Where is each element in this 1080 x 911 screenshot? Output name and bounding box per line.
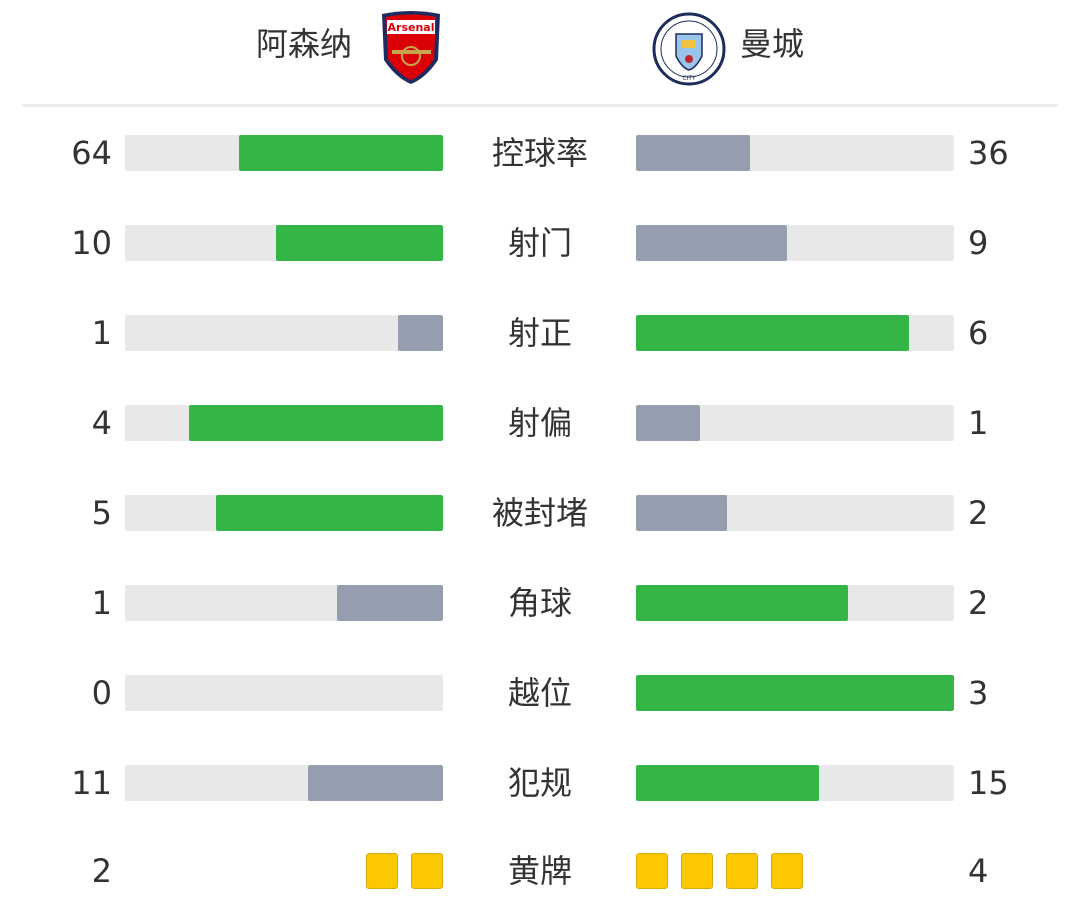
away-stat-bar-fill xyxy=(636,405,700,441)
home-stat-bar xyxy=(125,495,443,531)
away-stat-value: 1 xyxy=(968,404,989,442)
yellow-card-icon xyxy=(681,853,713,889)
away-stat-bar-fill xyxy=(636,315,909,351)
yellow-card-icon xyxy=(636,853,668,889)
home-stat-value: 4 xyxy=(91,404,112,442)
away-stat-bar-fill xyxy=(636,585,848,621)
home-stat-bar xyxy=(125,585,443,621)
away-stat-value: 3 xyxy=(968,674,989,712)
stat-label: 被封堵 xyxy=(491,494,588,532)
yellow-card-icon xyxy=(366,853,398,889)
home-stat-value: 11 xyxy=(71,764,112,802)
home-stat-bar-fill xyxy=(308,765,443,801)
home-stat-bar xyxy=(125,405,443,441)
home-stat-value: 10 xyxy=(71,224,112,262)
away-stat-bar xyxy=(636,405,954,441)
home-stat-bar xyxy=(125,765,443,801)
yellow-card-icon xyxy=(771,853,803,889)
away-stat-bar xyxy=(636,675,954,711)
stat-row: 64 控球率 36 xyxy=(0,135,1080,171)
away-stat-value: 2 xyxy=(968,494,989,532)
home-stat-value: 0 xyxy=(91,674,112,712)
stat-row: 4 射偏 1 xyxy=(0,405,1080,441)
stat-row-yellow-cards: 2 黄牌 4 xyxy=(0,853,1080,889)
stat-label: 越位 xyxy=(507,674,572,712)
home-stat-bar-fill xyxy=(239,135,443,171)
header-divider xyxy=(22,104,1058,107)
away-stat-value: 2 xyxy=(968,584,989,622)
home-stat-bar-fill xyxy=(188,405,443,441)
stat-label: 射正 xyxy=(507,314,572,352)
away-stat-bar-fill xyxy=(636,495,727,531)
home-stat-bar-fill xyxy=(397,315,443,351)
away-yellow-cards: 4 xyxy=(968,852,989,890)
away-stat-value: 6 xyxy=(968,314,989,352)
stat-row: 0 越位 3 xyxy=(0,675,1080,711)
home-yellow-cards: 2 xyxy=(91,852,112,890)
yellow-card-icon xyxy=(411,853,443,889)
home-stat-bar xyxy=(125,225,443,261)
away-stat-bar-fill xyxy=(636,135,751,171)
home-stat-value: 1 xyxy=(91,314,112,352)
stat-row: 1 角球 2 xyxy=(0,585,1080,621)
stat-row: 11 犯规 15 xyxy=(0,765,1080,801)
home-stat-bar-fill xyxy=(215,495,443,531)
home-stat-bar-fill xyxy=(275,225,443,261)
away-stat-value: 9 xyxy=(968,224,989,262)
stat-row: 5 被封堵 2 xyxy=(0,495,1080,531)
away-stat-bar xyxy=(636,765,954,801)
away-stat-bar xyxy=(636,585,954,621)
away-stat-bar xyxy=(636,135,954,171)
home-stat-value: 1 xyxy=(91,584,112,622)
home-stat-bar-fill xyxy=(337,585,443,621)
away-stat-bar xyxy=(636,495,954,531)
home-stat-value: 5 xyxy=(91,494,112,532)
away-stat-value: 36 xyxy=(968,134,1009,172)
stat-label: 射偏 xyxy=(507,404,572,442)
stat-label: 黄牌 xyxy=(507,852,572,890)
home-stat-bar xyxy=(125,135,443,171)
away-stat-bar-fill xyxy=(636,675,954,711)
away-stat-bar xyxy=(636,315,954,351)
away-stat-bar-fill xyxy=(636,225,787,261)
away-team-name: 曼城 xyxy=(740,25,805,63)
away-stat-value: 15 xyxy=(968,764,1009,802)
home-team-name: 阿森纳 xyxy=(256,25,353,63)
home-stat-value: 64 xyxy=(71,134,112,172)
stat-label: 射门 xyxy=(507,224,572,262)
yellow-card-icon xyxy=(726,853,758,889)
stat-row: 1 射正 6 xyxy=(0,315,1080,351)
svg-text:Arsenal: Arsenal xyxy=(388,21,435,34)
home-yellow-card-icons xyxy=(366,853,443,889)
svg-text:CITY: CITY xyxy=(682,75,696,82)
stat-label: 角球 xyxy=(507,584,572,622)
stat-label: 控球率 xyxy=(491,134,588,172)
stat-label: 犯规 xyxy=(507,764,572,802)
home-stat-bar xyxy=(125,675,443,711)
arsenal-logo: Arsenal xyxy=(376,10,446,86)
away-stat-bar xyxy=(636,225,954,261)
man-city-logo: CITY xyxy=(652,12,726,86)
stat-row: 10 射门 9 xyxy=(0,225,1080,261)
away-stat-bar-fill xyxy=(636,765,820,801)
away-yellow-card-icons xyxy=(636,853,803,889)
home-stat-bar xyxy=(125,315,443,351)
